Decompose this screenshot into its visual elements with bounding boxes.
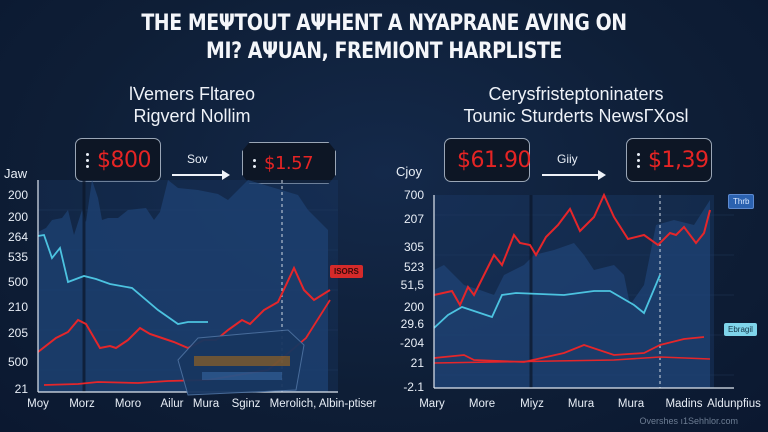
right-bottom-tag: Ebragil — [724, 323, 757, 336]
left-y-axis-name: Jaw — [4, 166, 28, 181]
left-price-from-box: $800 — [75, 138, 161, 182]
x-tick: Moy — [27, 398, 49, 410]
left-line-chart — [37, 180, 338, 396]
red-lower-2-series — [433, 356, 711, 364]
right-arrow-label: Giiy — [557, 152, 578, 166]
y-tick: 21 — [14, 382, 28, 396]
left-price-from: $800 — [97, 147, 152, 173]
red-lower-1-series — [433, 336, 705, 363]
x-tick: Mura — [567, 398, 595, 410]
device-illustration — [177, 329, 305, 396]
page-title: THE MEΨTOUT AΨHENT A NYAPRANE AVING ON M… — [54, 10, 714, 66]
left-chart-subtitle: lVemers Fltareo Rigverd Nollim — [0, 83, 384, 127]
left-subtitle-line-2: Rigverd Nollim — [133, 106, 251, 126]
y-tick: 200 — [403, 300, 424, 314]
y-tick: 264 — [7, 230, 28, 244]
left-subtitle-line-1: lVemers Fltareo — [128, 84, 256, 104]
x-tick: Madins — [665, 398, 703, 410]
left-arrow-label: Sov — [187, 152, 208, 166]
more-dots-icon — [86, 152, 89, 168]
y-tick: 21 — [410, 356, 424, 370]
cyan-series — [433, 274, 661, 329]
x-tick: Moro — [114, 398, 142, 410]
x-tick: Aldunpfius — [707, 398, 761, 410]
x-tick: Merolich, Albin-ptiser — [269, 398, 377, 410]
left-red-tag: ISORS — [330, 265, 363, 278]
right-y-axis-name: Cjoy — [396, 164, 423, 179]
more-dots-icon — [637, 152, 640, 168]
x-tick: Miyz — [520, 398, 544, 410]
x-tick: Sginz — [231, 398, 261, 410]
right-price-to-box: $1,39 — [626, 138, 712, 182]
right-line-chart — [433, 192, 734, 389]
y-tick: 210 — [7, 300, 28, 314]
y-tick: 305 — [403, 240, 424, 254]
arrow-right-icon — [172, 170, 230, 180]
right-price-from-box: $61.90 — [444, 138, 531, 182]
red-upper-series — [37, 265, 331, 353]
cyan-series — [37, 233, 208, 325]
y-tick: 200 — [7, 188, 28, 202]
y-tick: 200 — [7, 210, 28, 224]
right-chart-subtitle: Cerysfristeptoninaters Tounic Sturderts … — [384, 83, 768, 127]
y-tick: 523 — [403, 260, 424, 274]
y-tick: 29.6 — [400, 317, 424, 331]
x-tick: Mura — [192, 398, 220, 410]
y-tick: 535 — [7, 250, 28, 264]
watermark: Overshes ı1Sehhlor.com — [639, 416, 738, 426]
y-tick: 700 — [403, 188, 424, 202]
y-tick: 500 — [7, 275, 28, 289]
left-price-to: $1.57 — [264, 152, 314, 174]
red-upper-series — [433, 192, 711, 308]
right-subtitle-line-2: Tounic Sturderts NewsΓXosl — [463, 106, 689, 126]
title-line-2: MI? AΨUAN, FREMIONT HARPLISTE — [206, 39, 562, 64]
y-tick: 205 — [7, 326, 28, 340]
right-chart-panel: Cerysfristeptoninaters Tounic Sturderts … — [384, 80, 768, 432]
x-tick: Morz — [69, 398, 95, 410]
right-top-tag: Thrb — [728, 194, 755, 209]
right-price-from: $61.90 — [457, 147, 531, 173]
y-tick: 207 — [403, 212, 424, 226]
y-tick: 51,5 — [400, 278, 424, 292]
right-subtitle-line-1: Cerysfristeptoninaters — [488, 84, 664, 104]
x-tick: Mura — [617, 398, 645, 410]
x-tick: Ailur — [160, 398, 184, 410]
y-tick: -204 — [399, 336, 424, 350]
y-tick: -2.1 — [403, 380, 424, 394]
x-tick: More — [468, 398, 496, 410]
y-tick: 500 — [7, 355, 28, 369]
x-tick: Mary — [419, 398, 445, 410]
left-price-to-box: $1.57 — [242, 142, 336, 184]
more-dots-icon — [253, 158, 256, 168]
right-price-to: $1,39 — [648, 147, 709, 173]
left-chart-panel: lVemers Fltareo Rigverd Nollim $800 Sov … — [0, 80, 384, 432]
arrow-right-icon — [542, 170, 606, 180]
title-line-1: THE MEΨTOUT AΨHENT A NYAPRANE AVING ON — [141, 11, 627, 36]
